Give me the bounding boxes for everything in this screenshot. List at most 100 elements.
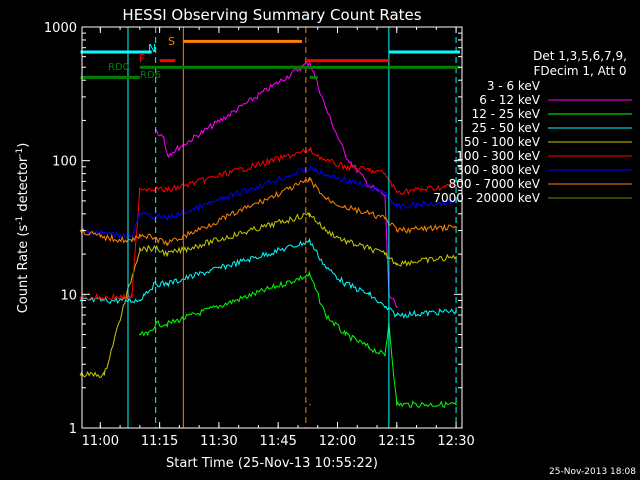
data-point-25-50-kev-9: [384, 306, 386, 309]
data-point-3-6-kev-7: [344, 98, 347, 100]
data-point-6-12-kev-9: [395, 306, 398, 309]
y-tick-label-100: 100: [52, 155, 77, 170]
legend-label-25-50-kev: 25 - 50 keV: [472, 121, 541, 135]
y-axis-label-main: Count Rate (s: [16, 225, 31, 314]
series-line-3-6-kev: [139, 41, 397, 365]
data-point-100-300-kev-12: [455, 184, 457, 187]
data-point-3-6-kev-0: [139, 354, 141, 357]
data-point-3-6-kev-11: [395, 363, 398, 366]
legend-label-6-12-kev: 6 - 12 keV: [479, 93, 541, 107]
legend-label-12-25-kev: 12 - 25 keV: [472, 107, 541, 121]
series-line-50-100-kev: [80, 211, 457, 379]
data-point-800-7000-kev-2: [131, 240, 133, 242]
legend-label-7000-20000-kev: 7000 - 20000 keV: [433, 191, 540, 205]
data-point-12-25-kev-7: [368, 346, 370, 349]
x-tick-label-11-00: 11:00: [82, 434, 119, 449]
data-point-25-50-kev-0: [79, 299, 82, 302]
data-point-100-300-kev-5: [166, 189, 169, 192]
chart-title: HESSI Observing Summary Count Rates: [122, 6, 421, 24]
data-point-100-300-kev-3: [139, 187, 141, 190]
data-point-3-6-kev-6: [324, 68, 327, 71]
data-point-25-50-kev-5: [309, 240, 311, 242]
data-point-50-100-kev-5: [309, 213, 311, 215]
data-point-300-800-kev-9: [368, 186, 370, 189]
marker-rd0: RD0: [108, 62, 129, 73]
data-point-100-300-kev-6: [309, 149, 311, 151]
data-point-100-300-kev-8: [344, 165, 347, 168]
x-tick-label-12-00: 12:00: [319, 434, 356, 449]
data-point-100-300-kev-11: [395, 191, 398, 194]
marker-rd6: RD6: [140, 70, 161, 81]
data-point-12-25-kev-0: [139, 333, 141, 336]
x-tick-label-12-15: 12:15: [378, 434, 415, 449]
legend-label-300-800-kev: 300 - 800 keV: [456, 163, 540, 177]
data-point-12-25-kev-5: [324, 314, 327, 316]
data-point-50-100-kev-0: [79, 374, 82, 376]
data-point-3-6-kev-5: [309, 42, 311, 45]
data-point-800-7000-kev-3: [139, 233, 141, 236]
data-point-100-300-kev-7: [324, 159, 327, 162]
data-point-300-800-kev-6: [309, 167, 311, 169]
data-point-7000-20000-kev-0: [309, 403, 311, 406]
axis-ticks: 11:00 11:15 11:30 11:45 12:00 12:15 12:30 1 10 10…: [44, 21, 475, 449]
data-point-300-800-kev-5: [166, 217, 169, 220]
data-point-12-25-kev-6: [344, 333, 347, 336]
series-line-800-7000-kev: [80, 177, 457, 246]
data-point-800-7000-kev-7: [324, 197, 327, 200]
data-point-12-25-kev-11: [455, 403, 457, 406]
data-point-50-100-kev-4: [166, 253, 169, 255]
data-point-25-50-kev-2: [142, 293, 145, 296]
plot-frame: [81, 26, 463, 429]
data-point-6-12-kev-7: [384, 194, 386, 197]
data-point-800-7000-kev-5: [166, 242, 169, 245]
data-point-12-25-kev-8: [384, 354, 386, 357]
legend-label-800-7000-kev: 800 - 7000 keV: [449, 177, 541, 191]
data-point-3-6-kev-9: [384, 136, 386, 138]
data-point-300-800-kev-11: [395, 206, 398, 208]
legend-label-100-300-kev: 100 - 300 keV: [456, 149, 540, 163]
data-point-25-50-kev-3: [154, 282, 157, 285]
footer-date: 25-Nov-2013 18:08: [549, 467, 636, 477]
data-point-50-100-kev-8: [368, 247, 370, 250]
x-tick-label-12-30: 12:30: [437, 434, 474, 449]
data-point-50-100-kev-9: [384, 253, 386, 255]
series-layer: [79, 41, 457, 409]
y-axis-label-mid: detector: [16, 156, 31, 216]
data-point-800-7000-kev-6: [309, 178, 311, 181]
data-point-25-50-kev-8: [368, 293, 370, 296]
marker-s: S: [168, 35, 175, 48]
data-point-6-12-kev-1: [162, 136, 165, 138]
data-point-300-800-kev-2: [131, 235, 133, 238]
data-point-12-25-kev-4: [309, 274, 311, 276]
data-point-50-100-kev-10: [395, 262, 398, 265]
data-point-6-12-kev-5: [344, 154, 347, 156]
data-point-12-25-kev-1: [146, 333, 149, 336]
data-point-3-6-kev-4: [166, 119, 169, 122]
data-point-800-7000-kev-11: [395, 229, 398, 232]
y-axis-label-sup-2: -1: [15, 148, 25, 157]
data-point-300-800-kev-1: [99, 231, 102, 234]
y-tick-label-1: 1: [69, 422, 77, 437]
data-point-6-12-kev-2: [166, 154, 169, 156]
data-point-300-800-kev-8: [344, 178, 347, 181]
data-point-12-25-kev-10: [395, 403, 398, 406]
legend-header-1: Det 1,3,5,6,7,9,: [533, 49, 627, 63]
data-point-800-7000-kev-8: [344, 206, 347, 208]
marker-n: N: [148, 42, 156, 55]
data-point-3-6-kev-1: [146, 354, 149, 357]
y-tick-label-1000: 1000: [44, 21, 77, 36]
y-tick-label-10: 10: [60, 288, 77, 303]
legend-header-2: FDecim 1, Att 0: [533, 64, 626, 78]
x-axis-label: Start Time (25-Nov-13 10:55:22): [166, 456, 378, 471]
series-line-12-25-kev: [139, 270, 457, 409]
data-point-25-50-kev-4: [166, 282, 169, 285]
data-point-300-800-kev-7: [324, 174, 327, 176]
data-point-50-100-kev-1: [103, 374, 106, 376]
data-point-100-300-kev-10: [384, 172, 386, 175]
data-point-12-25-kev-2: [154, 323, 157, 325]
data-point-50-100-kev-7: [344, 240, 347, 242]
data-point-100-300-kev-1: [99, 296, 102, 299]
x-tick-label-11-15: 11:15: [141, 434, 178, 449]
data-point-25-50-kev-7: [344, 282, 347, 285]
